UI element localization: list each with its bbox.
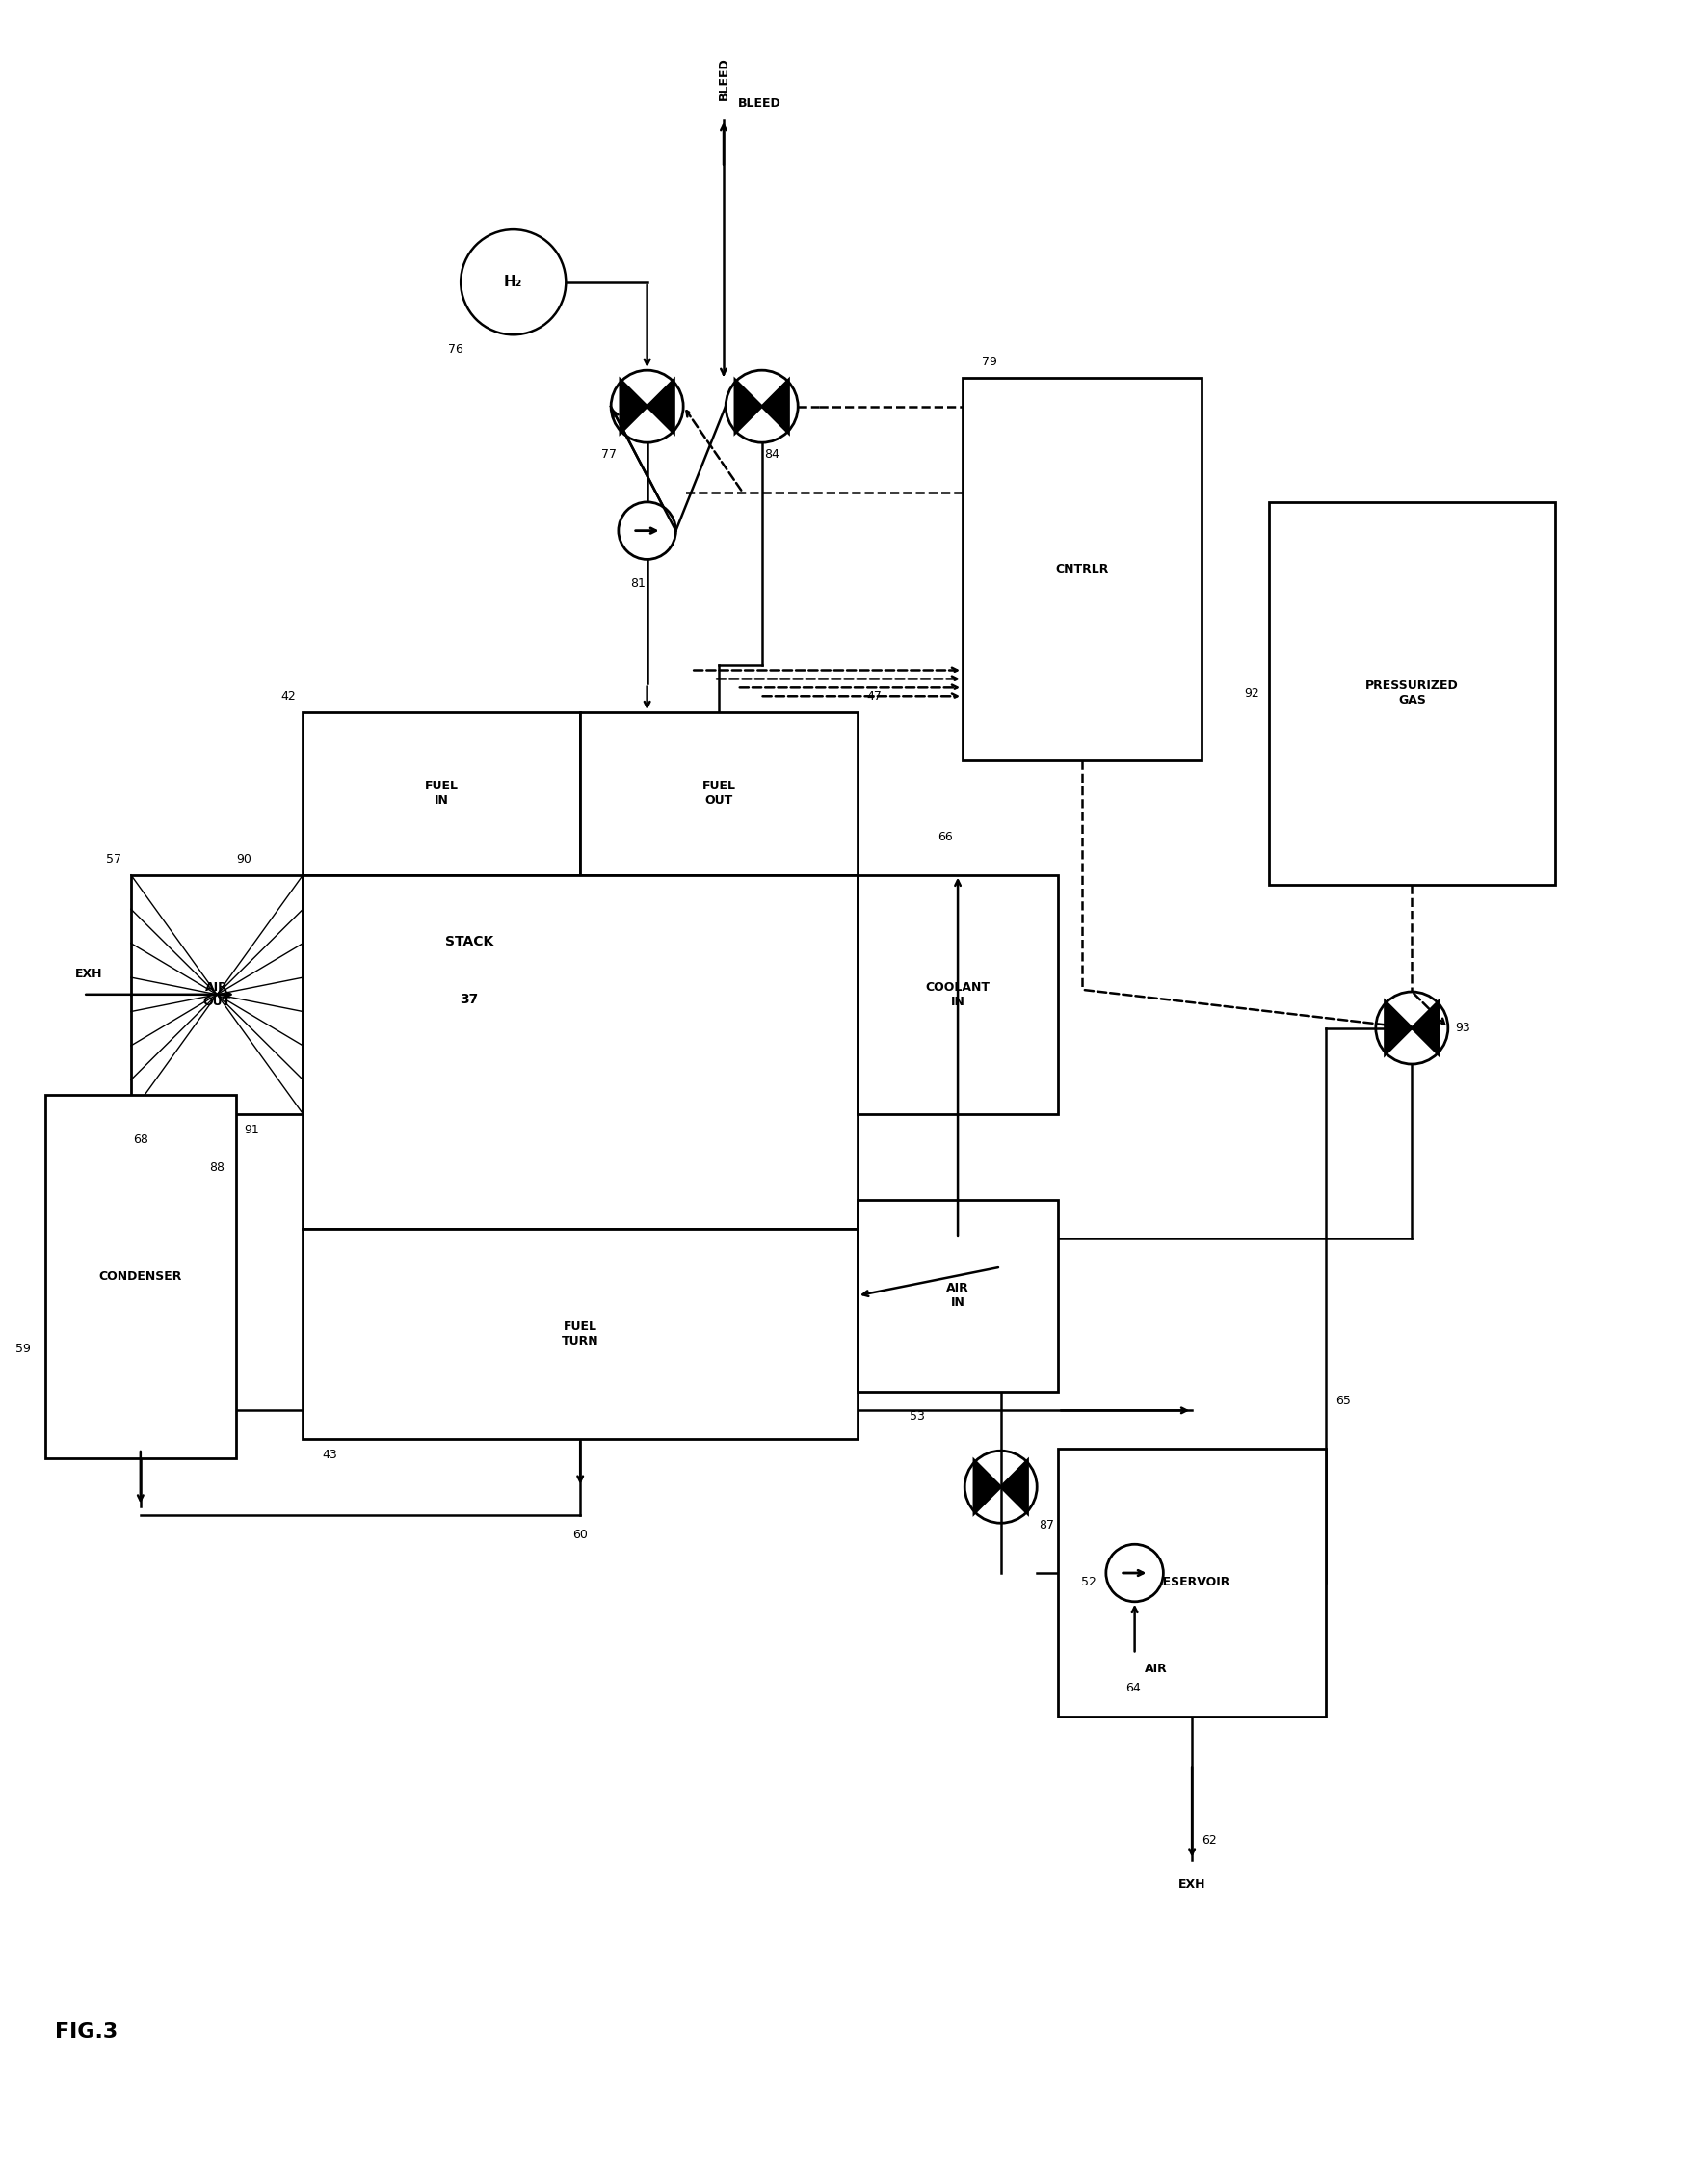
Bar (130, 876, 303, 1114)
Text: 77: 77 (600, 448, 616, 461)
Bar (303, 876, 857, 1230)
Polygon shape (734, 380, 761, 432)
Text: 68: 68 (134, 1133, 149, 1147)
Text: 52: 52 (1081, 1577, 1096, 1588)
Text: 81: 81 (629, 577, 644, 590)
Text: BLEED: BLEED (737, 98, 781, 109)
Polygon shape (1385, 1000, 1410, 1055)
Polygon shape (1001, 1461, 1026, 1514)
Text: 47: 47 (866, 690, 881, 703)
Polygon shape (761, 380, 788, 432)
Circle shape (619, 502, 675, 559)
Text: AIR: AIR (1143, 1662, 1167, 1675)
Text: FUEL
TURN: FUEL TURN (561, 1321, 599, 1348)
Circle shape (1106, 1544, 1163, 1601)
Text: 90: 90 (237, 854, 252, 865)
Text: CONDENSER: CONDENSER (98, 1271, 183, 1282)
Text: FUEL
OUT: FUEL OUT (702, 780, 736, 808)
Text: 91: 91 (244, 1123, 259, 1136)
Text: 64: 64 (1125, 1682, 1140, 1695)
Bar (1057, 1448, 1326, 1717)
Bar (303, 1230, 857, 1439)
Polygon shape (646, 380, 673, 432)
Bar (962, 378, 1201, 760)
Polygon shape (621, 380, 646, 432)
Text: H₂: H₂ (504, 275, 523, 288)
Text: 87: 87 (1038, 1518, 1053, 1531)
Text: 57: 57 (107, 854, 122, 865)
Text: EXH: EXH (74, 968, 101, 981)
Text: RESERVOIR: RESERVOIR (1153, 1577, 1229, 1588)
Text: AIR
OUT: AIR OUT (203, 981, 232, 1009)
Text: COOLANT
IN: COOLANT IN (925, 981, 989, 1009)
Text: 66: 66 (937, 830, 952, 843)
Text: 43: 43 (321, 1448, 337, 1461)
Text: 92: 92 (1243, 688, 1258, 699)
Text: 42: 42 (281, 690, 296, 703)
Text: STACK: STACK (445, 935, 494, 948)
Text: 88: 88 (210, 1162, 225, 1175)
Text: 84: 84 (763, 448, 778, 461)
Text: 53: 53 (910, 1411, 925, 1424)
Text: 76: 76 (448, 343, 463, 356)
Text: BLEED: BLEED (717, 57, 729, 100)
Bar (857, 1199, 1057, 1391)
Text: 60: 60 (572, 1529, 587, 1542)
Text: 62: 62 (1201, 1835, 1216, 1848)
Text: CNTRLR: CNTRLR (1055, 563, 1108, 574)
Bar (46, 1094, 237, 1459)
Polygon shape (974, 1461, 1001, 1514)
Text: AIR
IN: AIR IN (945, 1282, 969, 1308)
Bar (1268, 502, 1554, 885)
Bar (303, 712, 580, 876)
Text: FIG.3: FIG.3 (54, 2022, 117, 2042)
Text: 59: 59 (15, 1343, 30, 1356)
Text: EXH: EXH (1177, 1878, 1206, 1891)
Circle shape (460, 229, 565, 334)
Text: 79: 79 (981, 356, 996, 369)
Text: 65: 65 (1334, 1396, 1349, 1406)
Text: 93: 93 (1454, 1022, 1469, 1035)
Text: PRESSURIZED
GAS: PRESSURIZED GAS (1365, 679, 1458, 708)
Polygon shape (1410, 1000, 1437, 1055)
Bar (857, 876, 1057, 1114)
Bar (580, 712, 857, 876)
Text: 37: 37 (460, 992, 479, 1007)
Text: FUEL
IN: FUEL IN (424, 780, 458, 808)
